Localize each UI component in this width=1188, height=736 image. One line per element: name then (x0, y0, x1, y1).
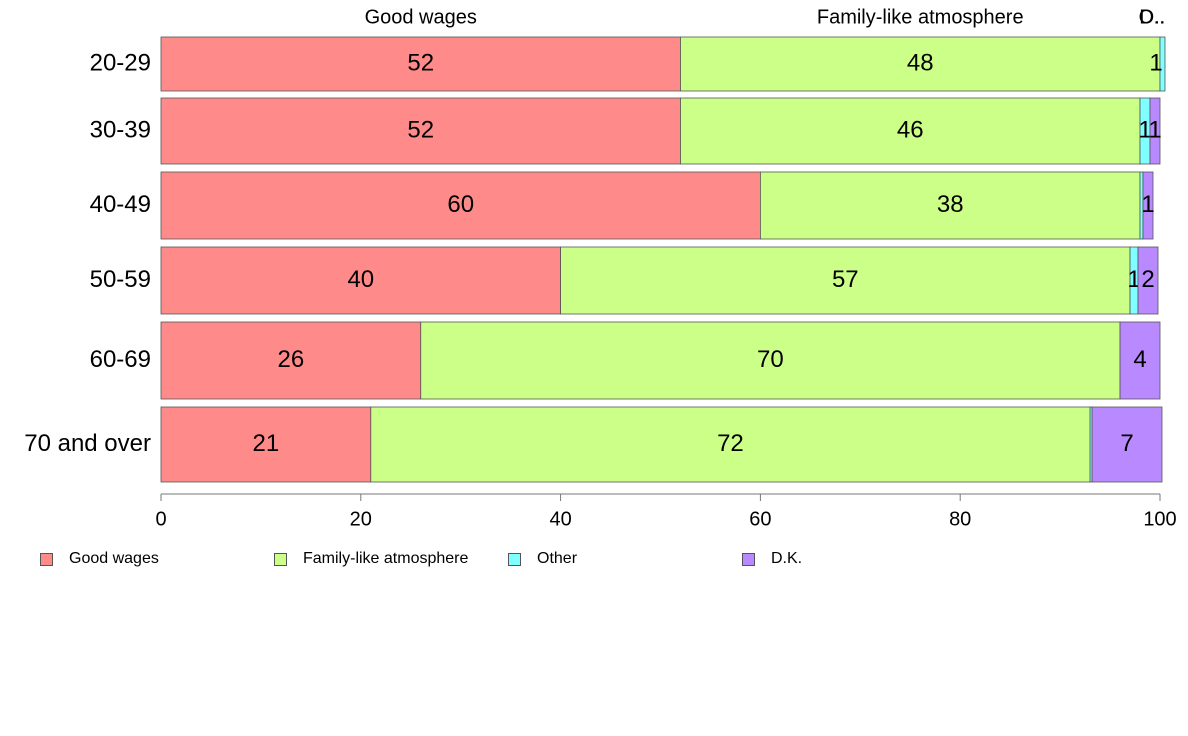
bar-d-k-40-49 (1142, 171, 1154, 240)
data-label-d-k-30-39: 1 (1148, 116, 1161, 143)
bar-d-k-30-39 (1149, 97, 1161, 165)
x-tick-label-80: 80 (949, 508, 971, 530)
legend-swatch-other (508, 552, 521, 566)
legend-label-good-wages: Good wages (69, 550, 159, 567)
category-label-50-59: 50-59 (90, 266, 151, 293)
bar-family-like-atmosphere-40-49 (760, 171, 1141, 240)
x-tick-label-60: 60 (749, 508, 771, 530)
legend-label-dk: D.K. (771, 550, 803, 567)
legend-label-family-like-atmosphere: Family-like atmosphere (303, 550, 469, 567)
x-tick-label-100: 100 (1143, 508, 1176, 530)
bar-family-like-atmosphere-70-and-over (370, 406, 1091, 483)
bar-family-like-atmosphere-60-69 (420, 321, 1121, 400)
data-label-d-k-70-and-over: 7 (1120, 430, 1133, 457)
bar-good-wages-40-49 (160, 171, 761, 240)
bar-good-wages-50-59 (160, 246, 562, 315)
data-label-good-wages-30-39: 52 (407, 116, 434, 143)
bar-good-wages-70-and-over (160, 406, 372, 483)
x-tick-label-40: 40 (549, 508, 571, 530)
bar-family-like-atmosphere-50-59 (560, 246, 1131, 315)
column-header-d-k: D.. (1139, 6, 1165, 28)
legend-item-other: Other (508, 548, 577, 570)
data-label-d-k-50-59: 2 (1141, 266, 1154, 293)
column-header-good-wages: Good wages (365, 6, 477, 28)
data-label-family-like-atmosphere-70-and-over: 72 (717, 430, 744, 457)
data-label-other-30-39: 1 (1138, 116, 1151, 143)
bar-good-wages-30-39 (160, 97, 681, 165)
legend: Good wages Family-like atmosphere Other … (0, 548, 1188, 572)
x-tick-label-20: 20 (350, 508, 372, 530)
category-label-70-and-over: 70 and over (24, 430, 151, 457)
bar-d-k-70-and-over (1091, 406, 1163, 483)
legend-label-other: Other (537, 550, 578, 567)
category-label-30-39: 30-39 (90, 116, 151, 143)
bar-d-k-60-69 (1119, 321, 1161, 400)
data-label-family-like-atmosphere-60-69: 70 (757, 346, 784, 373)
column-header-other: O.. (1139, 6, 1166, 28)
column-header-family-like-atmosphere: Family-like atmosphere (817, 6, 1024, 28)
data-label-family-like-atmosphere-40-49: 38 (937, 191, 964, 218)
legend-item-good-wages: Good wages (40, 548, 159, 570)
data-label-family-like-atmosphere-20-29: 48 (907, 49, 934, 76)
data-label-good-wages-60-69: 26 (278, 346, 305, 373)
bar-family-like-atmosphere-30-39 (680, 97, 1141, 165)
bar-good-wages-60-69 (160, 321, 422, 400)
data-label-d-k-40-49: 1 (1141, 191, 1154, 218)
bar-d-k-50-59 (1137, 246, 1159, 315)
legend-swatch-family-like-atmosphere (274, 552, 287, 566)
data-label-other-20-29: 1 (1149, 49, 1162, 76)
data-label-d-k-60-69: 4 (1133, 346, 1146, 373)
category-label-40-49: 40-49 (90, 191, 151, 218)
x-tick-label-0: 0 (155, 508, 166, 530)
category-label-60-69: 60-69 (90, 346, 151, 373)
data-label-other-50-59: 1 (1127, 266, 1140, 293)
data-label-family-like-atmosphere-30-39: 46 (897, 116, 924, 143)
legend-swatch-dk (742, 552, 755, 566)
legend-item-family-like-atmosphere: Family-like atmosphere (274, 548, 468, 570)
data-label-family-like-atmosphere-50-59: 57 (832, 266, 859, 293)
category-label-20-29: 20-29 (90, 49, 151, 76)
legend-swatch-good-wages (40, 552, 53, 566)
data-label-good-wages-70-and-over: 21 (253, 430, 280, 457)
data-label-good-wages-50-59: 40 (347, 266, 374, 293)
bar-other-20-29 (1159, 36, 1166, 92)
data-label-good-wages-20-29: 52 (407, 49, 434, 76)
data-label-good-wages-40-49: 60 (447, 191, 474, 218)
legend-item-dk: D.K. (742, 548, 802, 570)
bar-family-like-atmosphere-20-29 (680, 36, 1161, 92)
